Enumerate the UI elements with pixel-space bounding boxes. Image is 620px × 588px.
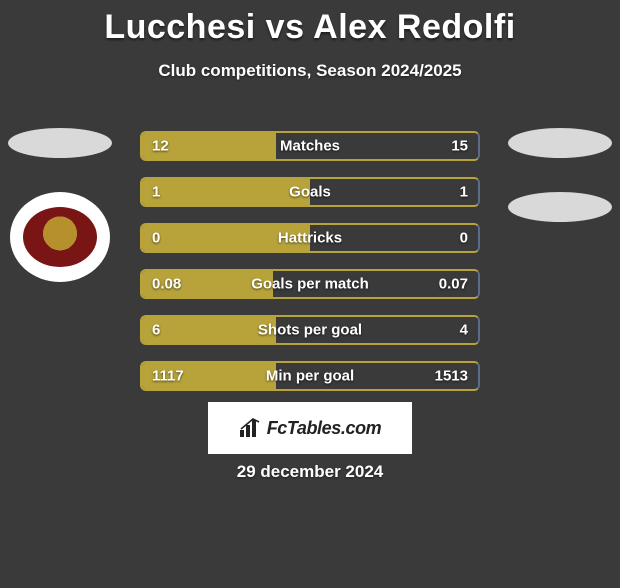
stat-label: Hattricks — [278, 230, 342, 247]
page-subtitle: Club competitions, Season 2024/2025 — [0, 61, 620, 81]
comparison-bars: 12 15 Matches 1 1 Goals 0 0 Hattricks 0.08 0.07 Goa… — [140, 131, 480, 391]
stat-value-right: 4 — [460, 322, 468, 339]
stat-value-left: 0 — [152, 230, 160, 247]
stat-bar: 0.08 0.07 Goals per match — [140, 269, 480, 299]
stat-bar-fill-left — [142, 317, 276, 343]
left-badges-column — [8, 128, 112, 282]
stat-value-right: 1513 — [435, 368, 468, 385]
stat-label: Matches — [280, 138, 340, 155]
club-badge-right-placeholder — [508, 192, 612, 222]
player-left-placeholder — [8, 128, 112, 158]
date-text: 29 december 2024 — [237, 462, 384, 482]
stat-bar: 1 1 Goals — [140, 177, 480, 207]
stat-value-left: 1117 — [152, 368, 184, 385]
stat-label: Min per goal — [266, 368, 354, 385]
stat-bar-fill-left — [142, 179, 310, 205]
brand-chart-icon — [239, 418, 261, 438]
stat-value-right: 0 — [460, 230, 468, 247]
stat-value-right: 0.07 — [439, 276, 468, 293]
stat-label: Goals — [289, 184, 331, 201]
club-badge-left — [10, 192, 110, 282]
stat-value-left: 0.08 — [152, 276, 181, 293]
stat-bar: 0 0 Hattricks — [140, 223, 480, 253]
club-badge-left-inner — [23, 207, 97, 267]
stat-value-right: 15 — [451, 138, 468, 155]
player-right-placeholder — [508, 128, 612, 158]
stat-label: Goals per match — [251, 276, 369, 293]
page-title: Lucchesi vs Alex Redolfi — [0, 8, 620, 47]
right-badges-column — [508, 128, 612, 222]
stat-value-left: 6 — [152, 322, 160, 339]
brand-text: FcTables.com — [267, 418, 382, 439]
stat-value-left: 1 — [152, 184, 160, 201]
brand-banner: FcTables.com — [208, 402, 412, 454]
stat-bar: 1117 1513 Min per goal — [140, 361, 480, 391]
stat-value-right: 1 — [460, 184, 468, 201]
stat-bar: 12 15 Matches — [140, 131, 480, 161]
stat-value-left: 12 — [152, 138, 169, 155]
stat-label: Shots per goal — [258, 322, 362, 339]
stat-bar: 6 4 Shots per goal — [140, 315, 480, 345]
stat-bar-fill-right — [310, 179, 478, 205]
